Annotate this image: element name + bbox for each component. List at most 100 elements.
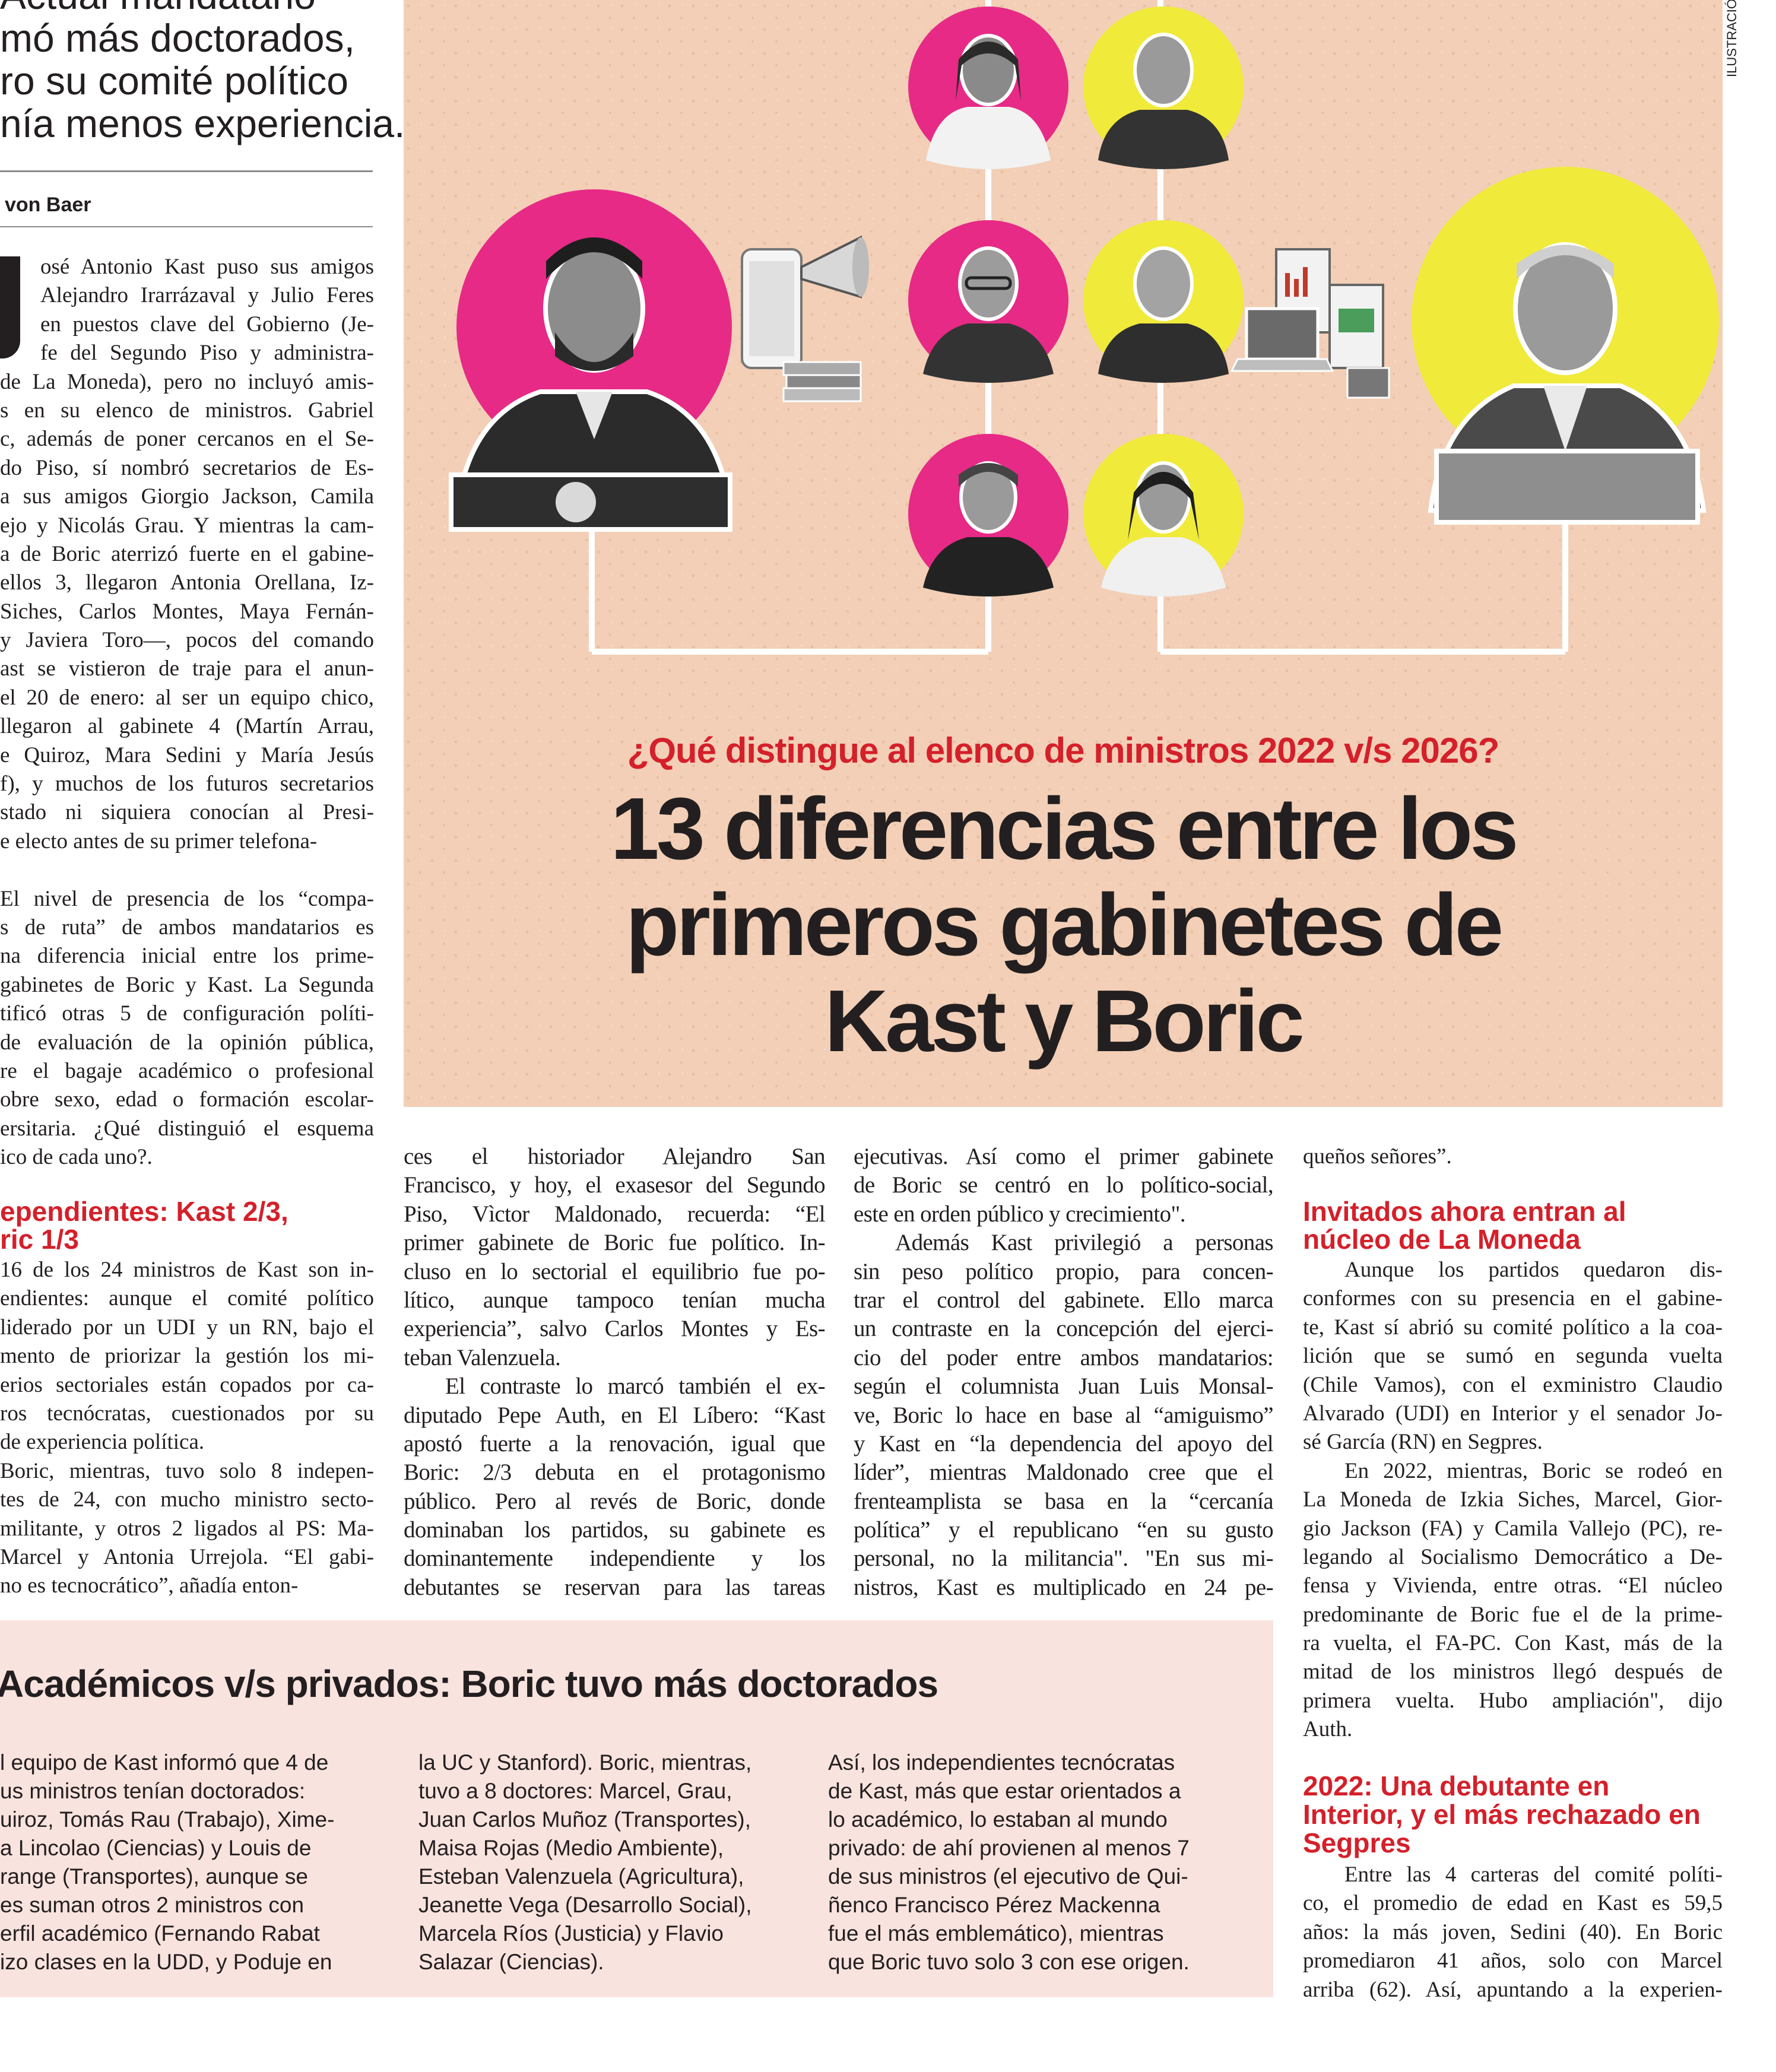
text-line: Además Kast privilegió a personas: [895, 1230, 1273, 1256]
text-line: años: la más joven, Sedini (40). En Bori…: [1303, 1919, 1723, 1944]
text-line: fue el más emblemático), mientras: [828, 1921, 1164, 1946]
text-line: y Kast en “la dependencia del apoyo del: [854, 1430, 1273, 1457]
text-line: e Quiroz, Mara Sedini y María Jesús: [0, 743, 374, 767]
text-line: ces el historiador Alejandro San: [404, 1144, 825, 1169]
smartphone-icon: [741, 248, 803, 369]
text-line: debutantes se reservan para las tareas: [404, 1574, 825, 1600]
text-line: range (Transportes), aunque se: [0, 1864, 308, 1889]
text-line: s de ruta” de ambos mandatarios es: [0, 915, 374, 940]
text-line: izo clases en la UDD, y Poduje en: [0, 1950, 332, 1974]
text-line: Entre las 4 carteras del comité políti-: [1344, 1862, 1723, 1887]
minister-portrait-boric-1: [908, 7, 1068, 169]
text-line: lítico, aunque tampoco tenían mucha: [404, 1287, 825, 1313]
text-line: El contraste lo marcó también el ex-: [445, 1373, 825, 1400]
sidebar-col-2: la UC y Stanford). Boric, mientras, tuvo …: [418, 1749, 804, 1976]
text-line: liderado por un UDI y un RN, bajo el: [0, 1315, 374, 1340]
headline-line: 13 diferencias entre los: [610, 780, 1518, 878]
boric-portrait: [449, 189, 733, 532]
text-line: ve, Boric lo hace en base al “amiguismo”: [854, 1402, 1273, 1428]
text-line: Aunque los partidos quedaron dis-: [1344, 1258, 1723, 1282]
text-line: re el bagaje académico o profesional: [0, 1058, 374, 1083]
text-line: legando al Socialismo Democrático a De-: [1303, 1544, 1723, 1569]
text-line: Esteban Valenzuela (Agricultura),: [418, 1864, 744, 1889]
text-line: ra vuelta, el FA-PC. Con Kast, más de la: [1303, 1631, 1723, 1656]
laptop-icon: [1230, 307, 1390, 399]
minister-portrait-boric-3: [908, 434, 1068, 596]
text-line: f), y muchos de los futuros secretarios: [0, 772, 374, 797]
sidebar-title: Académicos v/s privados: Boric tuvo más …: [0, 1662, 938, 1705]
text-line: a Lincolao (Ciencias) y Louis de: [0, 1836, 312, 1860]
byline: von Baer: [5, 193, 91, 216]
text-line: tuvo a 8 doctores: Marcel, Grau,: [418, 1779, 732, 1803]
text-line: es suman otros 2 ministros con: [0, 1893, 305, 1917]
text-line: llegaron al gabinete 4 (Martín Arrau,: [0, 714, 374, 739]
heading-line: 2022: Una debutante en: [1303, 1770, 1610, 1801]
books-icon: [782, 361, 862, 402]
text-line: Marcel y Antonia Urrejola. “El gabi-: [0, 1544, 374, 1569]
minister-portrait-kast-1: [1083, 7, 1244, 169]
text-line: experiencia”, salvo Carlos Montes y Es-: [404, 1316, 825, 1342]
text-line: us ministros tenían doctorados:: [0, 1779, 306, 1803]
text-line: ros tecnócratas, cuestionados por su: [0, 1401, 374, 1426]
text-line: stado ni siquiera conocían al Presi-: [0, 800, 374, 825]
illustration-credit: ILUSTRACIÓN: [1724, 0, 1739, 77]
divider: [0, 226, 373, 227]
text-line: según el columnista Juan Luis Monsal-: [854, 1373, 1273, 1400]
section-heading-2022: 2022: Una debutante en Interior, y el más…: [1303, 1772, 1730, 1857]
text-line: conformes con su presencia en el gabine-: [1303, 1286, 1723, 1311]
text-line: de experiencia política.: [0, 1430, 205, 1455]
headline-line: primeros gabinetes de: [625, 876, 1504, 974]
text-line: na diferencia inicial entre los prime-: [0, 944, 374, 969]
text-line: teban Valenzuela.: [404, 1344, 561, 1370]
text-line: diputado Pepe Auth, en El Líbero: “Kast: [404, 1402, 825, 1428]
text-line: c, además de poner cercanos en el Se-: [0, 427, 374, 452]
text-line: Francisco, y hoy, el exasesor del Segund…: [404, 1172, 825, 1198]
text-line: este en orden público y crecimiento".: [854, 1201, 1186, 1227]
text-line: dominantemente independiente y los: [404, 1546, 825, 1572]
text-line: primera vuelta. Hubo ampliación", dijo: [1303, 1688, 1723, 1713]
text-line: osé Antonio Kast puso sus amigos: [40, 255, 374, 279]
section-text-independientes: 16 de los 24 ministros de Kast son in-en…: [0, 1256, 374, 1601]
text-line: de Boric se centró en lo político-social…: [854, 1172, 1273, 1198]
divider: [0, 170, 373, 172]
text-line: de La Moneda), pero no incluyó amis-: [0, 369, 374, 394]
text-line: de Kast, más que estar orientados a: [828, 1779, 1181, 1803]
heading-line: ric 1/3: [0, 1224, 79, 1255]
text-line: lo académico, lo estaban al mundo: [828, 1807, 1168, 1832]
text-line: Salazar (Ciencias).: [418, 1950, 604, 1974]
text-line: Así, los independientes tecnócratas: [828, 1750, 1175, 1775]
text-line: cio del poder entre ambos mandatarios:: [854, 1344, 1273, 1370]
text-line: promediaron 41 años, solo con Marcel: [1303, 1949, 1723, 1973]
section-heading-independientes: ependientes: Kast 2/3, ric 1/3: [0, 1198, 380, 1254]
text-line: ñenco Francisco Pérez Mackenna: [828, 1893, 1160, 1917]
text-line: tes de 24, con mucho ministro secto-: [0, 1487, 374, 1512]
illustration-panel: ¿Qué distingue al elenco de ministros 20…: [404, 0, 1723, 1107]
sidebar-box: Académicos v/s privados: Boric tuvo más …: [0, 1620, 1273, 1997]
column-4-lead: queños señores”.: [1303, 1144, 1452, 1169]
text-line: Siches, Carlos Montes, Maya Fernán-: [0, 599, 374, 624]
text-line: endientes: aunque el comité político: [0, 1286, 374, 1311]
text-line: y Javiera Toro—, pocos del comando: [0, 628, 374, 653]
kicker: ¿Qué distingue al elenco de ministros 20…: [627, 731, 1500, 770]
minister-portrait-kast-2: [1083, 220, 1244, 383]
text-line: Alejandro Irarrázaval y Julio Feres: [40, 283, 374, 308]
text-line: ico de cada uno?.: [0, 1145, 153, 1170]
text-line: mento de priorizar la gestión los mi-: [0, 1344, 374, 1369]
section-text-invitados: Aunque los partidos quedaron dis-conform…: [1303, 1256, 1723, 1744]
drop-cap: J: [0, 256, 20, 358]
text-line: fensa y Vivienda, entre otras. “El núcle…: [1303, 1573, 1723, 1598]
text-line: de evaluación de la opinión pública,: [0, 1030, 374, 1055]
text-line: personal, no la militancia". "En sus mi-: [854, 1546, 1273, 1572]
text-line: l equipo de Kast informó que 4 de: [0, 1750, 329, 1775]
text-line: el 20 de enero: al ser un equipo chico,: [0, 685, 374, 710]
text-line: sin peso político propio, para concen-: [854, 1258, 1273, 1284]
column-2-text: ces el historiador Alejandro San Francisc…: [404, 1143, 825, 1602]
sidebar-col-3: Así, los independientes tecnócratas de Ka…: [828, 1749, 1244, 1976]
text-line: tificó otras 5 de configuración políti-: [0, 1001, 374, 1026]
text-line: erfil académico (Fernando Rabat: [0, 1921, 320, 1946]
text-line: privado: de ahí provienen al menos 7: [828, 1836, 1190, 1860]
minister-portraits: [908, 7, 1244, 596]
heading-line: ependientes: Kast 2/3,: [0, 1196, 288, 1227]
section-heading-invitados: Invitados ahora entran al núcleo de La Mo…: [1303, 1198, 1730, 1254]
text-line: uiroz, Tomás Rau (Trabajo), Xime-: [0, 1807, 335, 1832]
